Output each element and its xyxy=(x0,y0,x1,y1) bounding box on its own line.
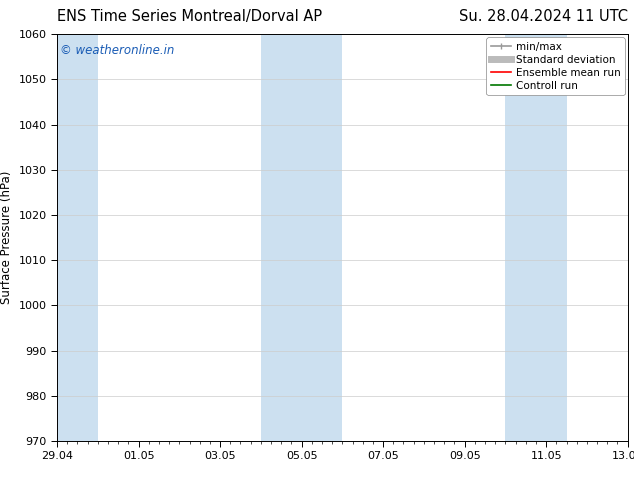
Bar xyxy=(505,34,567,441)
Text: ENS Time Series Montreal/Dorval AP: ENS Time Series Montreal/Dorval AP xyxy=(57,9,322,24)
Bar xyxy=(53,34,98,441)
Text: © weatheronline.in: © weatheronline.in xyxy=(60,45,174,57)
Y-axis label: Surface Pressure (hPa): Surface Pressure (hPa) xyxy=(0,171,13,304)
Legend: min/max, Standard deviation, Ensemble mean run, Controll run: min/max, Standard deviation, Ensemble me… xyxy=(486,37,624,95)
Text: Su. 28.04.2024 11 UTC: Su. 28.04.2024 11 UTC xyxy=(458,9,628,24)
Bar xyxy=(261,34,342,441)
